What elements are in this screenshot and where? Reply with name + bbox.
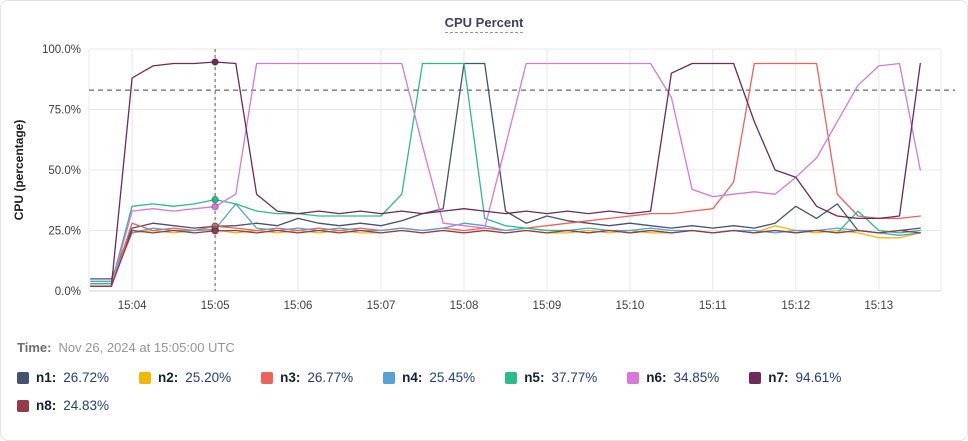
legend-series-value: 26.72% (63, 370, 110, 385)
legend-series-value: 37.77% (551, 370, 598, 385)
x-tick-label: 15:13 (864, 300, 893, 312)
chart-title-wrap: CPU Percent (1, 14, 967, 33)
series-line-n1[interactable] (90, 62, 921, 280)
legend-series-value: 24.83% (63, 398, 110, 413)
x-tick-label: 15:06 (284, 300, 313, 312)
time-label: Time: (17, 340, 52, 355)
cursor-point-n8 (211, 227, 219, 235)
legend-series-name: n3: (280, 370, 301, 385)
legend-swatch-n8 (17, 399, 29, 412)
x-tick-label: 15:09 (533, 300, 562, 312)
legend-swatch-n5 (505, 371, 518, 384)
legend-swatch-n6 (627, 371, 640, 384)
legend-item-n3[interactable]: n3: 26.77% (261, 370, 353, 385)
legend-series-name: n5: (524, 370, 545, 385)
cursor-point-n5 (211, 195, 219, 204)
legend-series-value: 34.85% (673, 370, 720, 385)
legend-swatch-n7 (749, 371, 762, 384)
y-tick-label: 75.0% (48, 105, 81, 117)
series-line-n6[interactable] (90, 62, 921, 287)
x-tick-label: 15:07 (367, 300, 396, 312)
y-axis-title: CPU (percentage) (12, 120, 26, 221)
legend-series-value: 26.77% (307, 370, 354, 385)
legend: n1: 26.72% n2: 25.20% n3: 26.77% n4: 25.45% n5: 3… (17, 370, 897, 413)
x-tick-label: 15:11 (699, 300, 727, 312)
legend-item-n4[interactable]: n4: 25.45% (383, 370, 475, 385)
legend-item-n1[interactable]: n1: 26.72% (17, 370, 109, 385)
legend-series-name: n6: (646, 370, 667, 385)
legend-series-name: n2: (158, 370, 179, 385)
y-tick-label: 0.0% (55, 286, 81, 298)
time-readout: Time: Nov 26, 2024 at 15:05:00 UTC (17, 340, 235, 355)
y-tick-label: 25.0% (48, 226, 81, 238)
legend-item-n5[interactable]: n5: 37.77% (505, 370, 597, 385)
legend-series-value: 25.20% (185, 370, 232, 385)
cpu-line-chart: 0.0% 25.0% 50.0% 75.0% 100.0% 15:04 15:05 15:06… (12, 44, 955, 312)
legend-series-name: n1: (36, 370, 57, 385)
legend-series-value: 25.45% (429, 370, 476, 385)
legend-series-value: 94.61% (795, 370, 842, 385)
x-tick-label: 15:10 (616, 300, 645, 312)
cursor-point-n6 (211, 202, 219, 211)
series-line-n4[interactable] (90, 203, 921, 282)
legend-item-n2[interactable]: n2: 25.20% (139, 370, 231, 385)
legend-swatch-n4 (383, 371, 396, 384)
y-tick-label: 100.0% (42, 44, 81, 56)
x-tick-label: 15:05 (201, 300, 230, 312)
series-line-n7[interactable] (90, 61, 921, 287)
legend-swatch-n2 (139, 371, 152, 384)
legend-swatch-n1 (17, 371, 29, 384)
legend-series-name: n4: (402, 370, 423, 385)
y-tick-label: 50.0% (48, 165, 81, 177)
x-tick-label: 15:12 (781, 300, 810, 312)
chart-title[interactable]: CPU Percent (444, 15, 524, 33)
time-value: Nov 26, 2024 at 15:05:00 UTC (58, 340, 235, 355)
x-tick-label: 15:08 (450, 300, 479, 312)
legend-item-n6[interactable]: n6: 34.85% (627, 370, 719, 385)
legend-item-n7[interactable]: n7: 94.61% (749, 370, 841, 385)
x-tick-label: 15:04 (118, 300, 147, 312)
legend-swatch-n3 (261, 371, 274, 384)
legend-series-name: n7: (768, 370, 789, 385)
legend-item-n8[interactable]: n8: 24.83% (17, 398, 109, 413)
legend-series-name: n8: (36, 398, 57, 413)
series-line-n8[interactable] (90, 229, 921, 287)
cursor-point-n7 (211, 58, 219, 66)
